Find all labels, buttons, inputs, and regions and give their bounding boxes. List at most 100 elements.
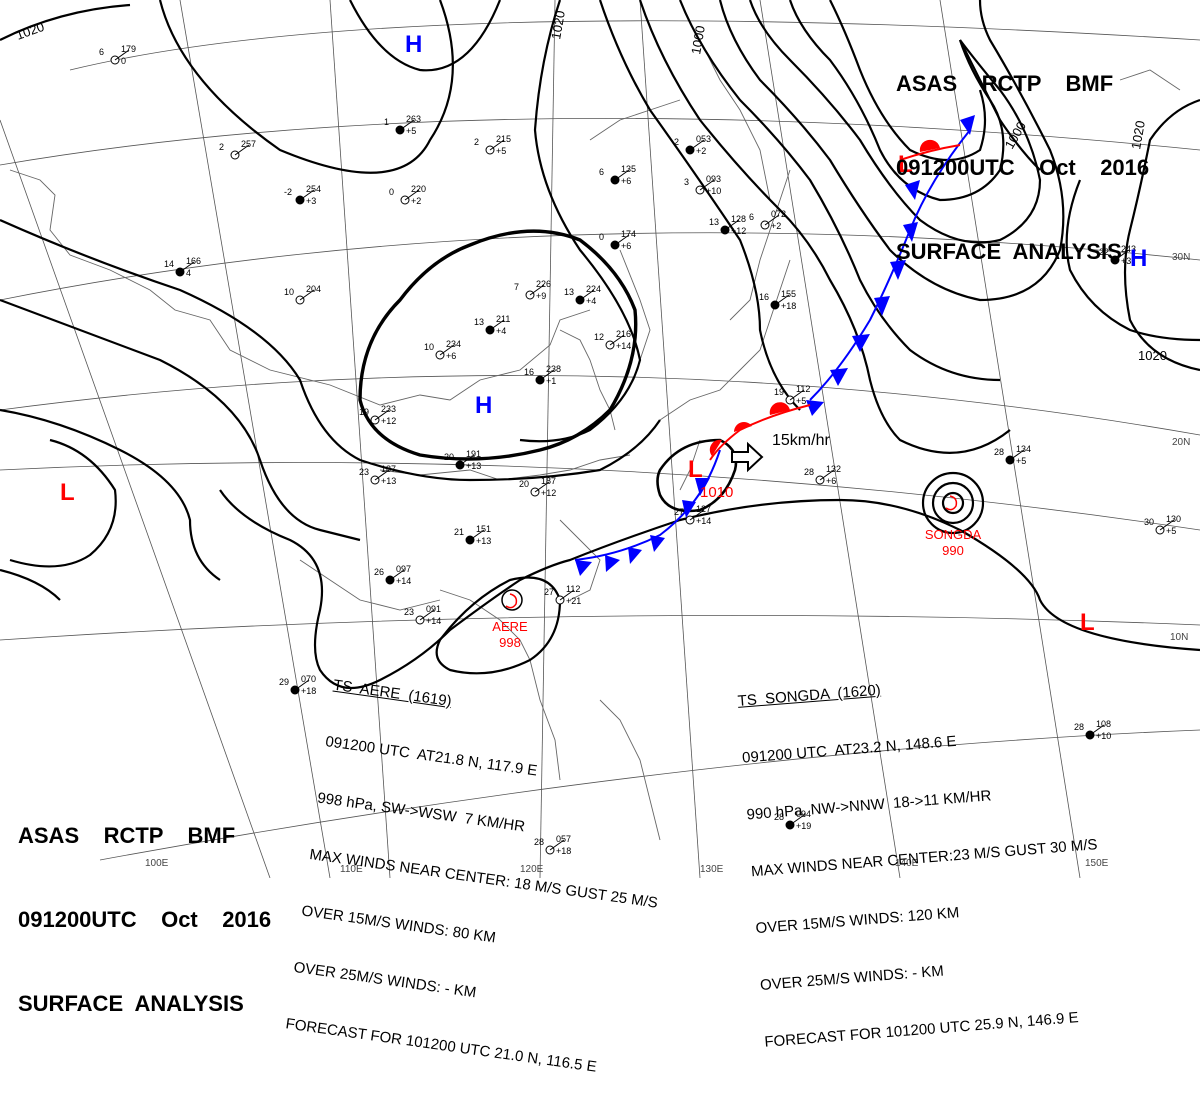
low-center-west: L <box>60 479 75 506</box>
station-tendency: +2 <box>696 146 706 156</box>
station-plot: 23 091 +14 <box>404 604 441 626</box>
wind-barb <box>534 481 550 493</box>
wind-barb <box>294 679 310 691</box>
station-plot: 2 053 +2 <box>674 134 711 156</box>
wind-barb <box>789 814 805 826</box>
wind-barb <box>439 344 455 356</box>
station-temperature: 6 <box>749 212 754 222</box>
high-center-china: H <box>475 392 492 419</box>
station-tendency: +3 <box>306 196 316 206</box>
station-pressure: 135 <box>621 164 636 174</box>
station-tendency: +1 <box>546 376 556 386</box>
station-pressure: 094 <box>796 809 811 819</box>
station-plot: 0 174 +6 <box>599 229 636 251</box>
station-plot: 13 211 +4 <box>474 314 510 336</box>
station-plot: 0 220 +2 <box>389 184 426 206</box>
station-plot: 29 070 +18 <box>279 674 316 696</box>
header-top-line3: SURFACE ANALYSIS <box>896 239 1122 264</box>
station-plot: 28 057 +18 <box>534 834 571 856</box>
station-plot: 13 224 +4 <box>564 284 601 306</box>
station-pressure: 112 <box>796 384 810 394</box>
station-tendency: +14 <box>616 341 631 351</box>
wind-barb <box>1009 449 1025 461</box>
station-pressure: 108 <box>1096 719 1111 729</box>
station-temperature: 7 <box>514 282 519 292</box>
station-tendency: +4 <box>496 326 506 336</box>
wind-barb <box>579 289 595 301</box>
lat-label-30n: 30N <box>1172 252 1190 263</box>
wind-barb <box>549 839 565 851</box>
header-top-line2: 091200UTC Oct 2016 <box>896 155 1150 180</box>
station-plot: 3 093 +10 <box>684 174 721 196</box>
station-temperature: 10 <box>424 342 434 352</box>
station-temperature: 30 <box>1144 517 1154 527</box>
station-pressure: 134 <box>1016 444 1031 454</box>
station-plot: 20 191 +13 <box>444 449 481 471</box>
low-center-southeast: L <box>1080 609 1095 636</box>
station-pressure: 166 <box>186 256 201 266</box>
station-temperature: 10 <box>284 287 294 297</box>
station-temperature: 12 <box>594 332 604 342</box>
station-tendency: +10 <box>706 186 721 196</box>
station-plot: 21 151 +13 <box>454 524 491 546</box>
wind-barb <box>399 119 415 131</box>
header-bottom-line2: 091200UTC Oct 2016 <box>18 907 272 932</box>
station-tendency: +12 <box>731 226 746 236</box>
station-tendency: +6 <box>621 241 631 251</box>
station-plot: 28 132 +6 <box>804 464 841 486</box>
station-tendency: +5 <box>496 146 506 156</box>
wind-barb <box>689 139 705 151</box>
station-pressure: 204 <box>306 284 321 294</box>
station-pressure: 155 <box>781 289 796 299</box>
header-bottom-line1: ASAS RCTP BMF <box>18 823 236 848</box>
station-temperature: 2 <box>674 137 679 147</box>
station-temperature: 13 <box>474 317 484 327</box>
lon-label-150e: 150E <box>1085 858 1109 869</box>
high-center-north: H <box>405 31 422 58</box>
station-plot: 28 094 +19 <box>774 809 811 831</box>
station-tendency: +12 <box>381 416 396 426</box>
station-plot: 13 128 +12 <box>709 214 746 236</box>
station-tendency: +3 <box>1121 256 1131 266</box>
station-tendency: +14 <box>426 616 441 626</box>
aere-line7: FORECAST FOR 101200 UTC 21.0 N, 116.5 E <box>284 1015 598 1076</box>
wind-barb <box>819 469 835 481</box>
station-temperature: 28 <box>534 837 544 847</box>
station-pressure: 238 <box>546 364 561 374</box>
wind-barb <box>764 214 780 226</box>
station-temperature: 13 <box>564 287 574 297</box>
isobars <box>0 0 1200 690</box>
station-tendency: 4 <box>186 268 191 278</box>
lon-label-100e: 100E <box>145 858 169 869</box>
station-pressure: 226 <box>536 279 551 289</box>
station-pressure: 187 <box>541 476 556 486</box>
station-temperature: 19 <box>774 387 784 397</box>
station-plot: 20 187 +12 <box>519 476 556 498</box>
songda-title: TS SONGDA (1620) <box>737 681 882 710</box>
station-plot: 6 135 +6 <box>599 164 636 186</box>
station-plot: 14 166 4 <box>164 256 201 278</box>
station-tendency: +2 <box>771 221 781 231</box>
station-pressure: 254 <box>306 184 321 194</box>
station-plot: 10 204 <box>284 284 321 305</box>
lon-label-130e: 130E <box>700 864 724 875</box>
station-temperature: 2 <box>474 137 479 147</box>
station-temperature: 3 <box>684 177 689 187</box>
station-pressure: 053 <box>696 134 711 144</box>
wind-barb <box>114 49 130 61</box>
graticule-labels: 30N 20N 10N 110E 120E 130E 140E 150E 100… <box>145 252 1190 875</box>
wind-barb <box>419 609 435 621</box>
station-pressure: 132 <box>826 464 841 474</box>
lon-label-140e: 140E <box>895 858 919 869</box>
station-tendency: +5 <box>796 396 806 406</box>
station-pressure: 233 <box>381 404 396 414</box>
wind-barb <box>299 189 315 201</box>
station-tendency: +21 <box>566 596 581 606</box>
header-bottom-line3: SURFACE ANALYSIS <box>18 991 244 1016</box>
songda-line4: MAX WINDS NEAR CENTER:23 M/S GUST 30 M/S <box>750 836 1099 881</box>
station-tendency: +5 <box>1016 456 1026 466</box>
songda-line3: 990 hPa, NW->NNW 18->11 KM/HR <box>746 787 992 824</box>
aere-line4: MAX WINDS NEAR CENTER: 18 M/S GUST 25 M/… <box>308 845 659 912</box>
station-pressure: 093 <box>706 174 721 184</box>
station-plot: 6 179 0 <box>99 44 136 66</box>
